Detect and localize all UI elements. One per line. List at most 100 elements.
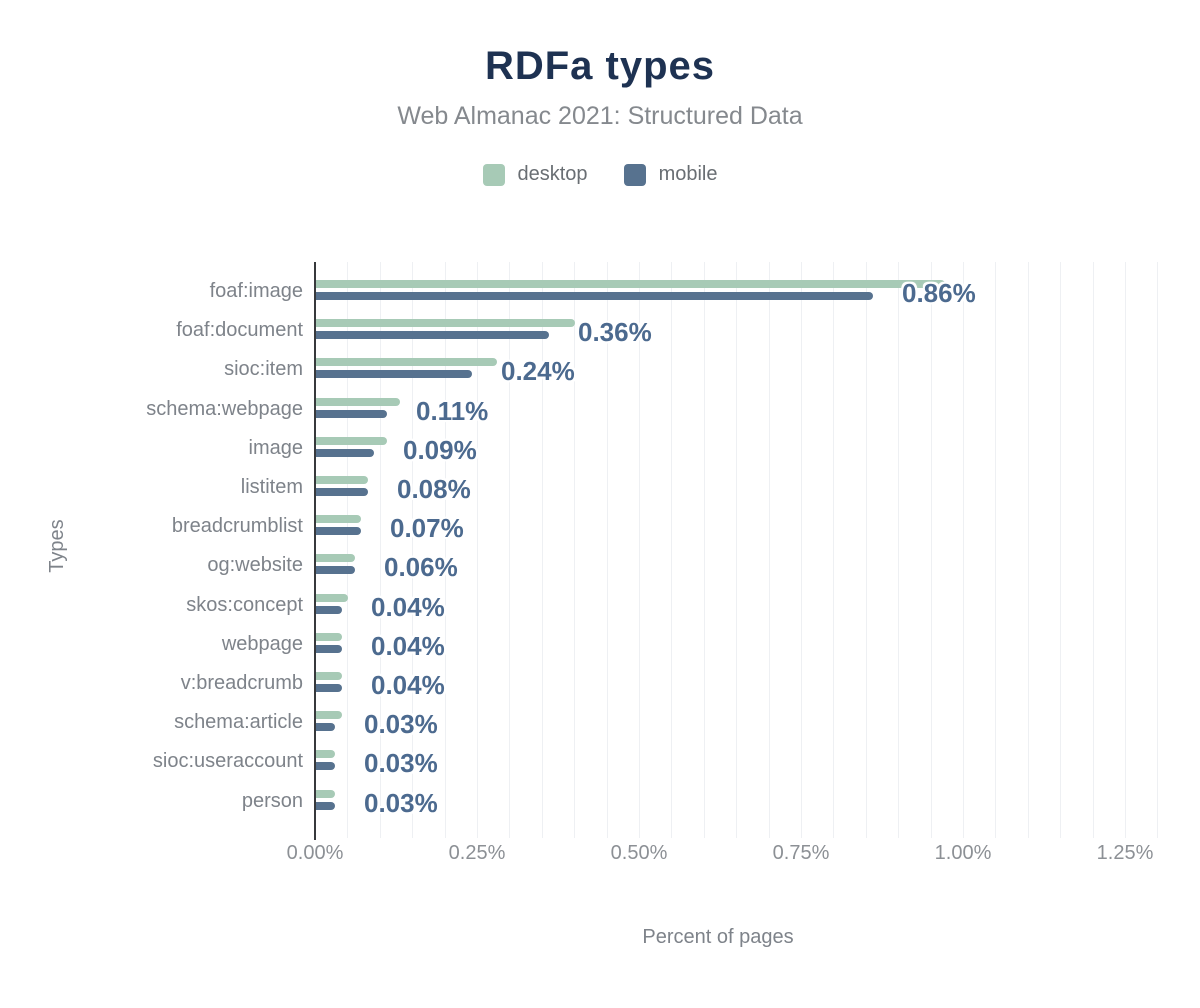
gridline <box>1060 262 1061 838</box>
bar-desktop-skos-concept[interactable] <box>316 593 348 602</box>
gridline <box>833 262 834 838</box>
gridline <box>542 262 543 838</box>
gridline <box>801 262 802 838</box>
value-label-person: 0.03% <box>364 787 438 818</box>
gridline <box>1157 262 1158 838</box>
page-title: RDFa types <box>484 44 716 88</box>
category-label-listitem: listitem <box>240 476 303 498</box>
bar-desktop-sioc-useraccount[interactable] <box>316 750 335 759</box>
desktop-swatch-icon <box>482 163 505 186</box>
gridline <box>607 262 608 838</box>
category-label-sioc-item: sioc:item <box>224 358 303 381</box>
value-label-schema-article: 0.03% <box>364 709 438 740</box>
mobile-swatch-icon <box>623 163 646 186</box>
gridline <box>509 262 510 838</box>
bar-mobile-sioc-item[interactable] <box>316 370 472 379</box>
gridline <box>1093 262 1094 838</box>
bar-desktop-breadcrumblist[interactable] <box>316 515 361 524</box>
value-label-og-website: 0.06% <box>384 552 458 583</box>
bar-desktop-v-breadcrumb[interactable] <box>316 672 342 680</box>
bar-desktop-image[interactable] <box>316 436 387 445</box>
gridline <box>445 262 446 838</box>
category-label-webpage: webpage <box>221 632 303 655</box>
category-label-image: image <box>248 436 303 459</box>
legend: desktop mobile <box>0 163 1200 186</box>
bar-desktop-schema-webpage[interactable] <box>316 397 400 406</box>
x-tick-label-0-00-: 0.00% <box>286 842 344 864</box>
bar-mobile-webpage[interactable] <box>316 644 342 653</box>
bar-desktop-schema-article[interactable] <box>316 711 342 720</box>
legend-item-desktop[interactable]: desktop <box>482 163 588 186</box>
bar-mobile-foaf-image[interactable] <box>316 292 873 300</box>
x-tick-label-0-50-: 0.50% <box>610 842 668 864</box>
category-label-og-website: og:website <box>207 554 303 577</box>
x-tick-label-1-00-: 1.00% <box>934 842 992 864</box>
gridline <box>1125 262 1126 838</box>
page-subtitle: Web Almanac 2021: Structured Data <box>397 102 803 130</box>
gridline <box>347 262 348 838</box>
gridline <box>412 262 413 838</box>
bar-mobile-foaf-document[interactable] <box>316 331 549 340</box>
bar-desktop-foaf-image[interactable] <box>316 280 945 288</box>
bar-mobile-listitem[interactable] <box>316 488 368 496</box>
category-label-sioc-useraccount: sioc:useraccount <box>152 750 303 773</box>
value-label-image: 0.09% <box>403 434 477 465</box>
category-label-v-breadcrumb: v:breadcrumb <box>180 672 303 694</box>
category-label-breadcrumblist: breadcrumblist <box>171 515 303 538</box>
x-axis-title: Percent of pages <box>642 926 794 948</box>
bar-desktop-webpage[interactable] <box>316 632 342 641</box>
bar-desktop-listitem[interactable] <box>316 476 368 484</box>
bar-desktop-person[interactable] <box>316 789 335 798</box>
bar-mobile-image[interactable] <box>316 448 374 457</box>
x-tick-label-0-75-: 0.75% <box>772 842 830 864</box>
bar-mobile-v-breadcrumb[interactable] <box>316 684 342 692</box>
bar-mobile-schema-webpage[interactable] <box>316 409 387 418</box>
bar-desktop-sioc-item[interactable] <box>316 358 497 367</box>
value-label-sioc-item: 0.24% <box>501 356 575 387</box>
legend-label: mobile <box>658 163 718 185</box>
bar-desktop-foaf-document[interactable] <box>316 319 575 328</box>
value-label-foaf-document: 0.36% <box>578 317 652 348</box>
category-label-foaf-image: foaf:image <box>209 280 303 302</box>
legend-item-mobile[interactable]: mobile <box>623 163 718 186</box>
bar-desktop-og-website[interactable] <box>316 554 355 563</box>
bar-mobile-sioc-useraccount[interactable] <box>316 762 335 771</box>
bar-mobile-schema-article[interactable] <box>316 723 335 732</box>
gridline <box>736 262 737 838</box>
value-label-sioc-useraccount: 0.03% <box>364 748 438 779</box>
gridline <box>671 262 672 838</box>
gridline <box>1028 262 1029 838</box>
legend-label: desktop <box>517 163 588 185</box>
y-axis-title: Types <box>46 519 68 573</box>
bar-mobile-person[interactable] <box>316 801 335 810</box>
value-label-foaf-image: 0.86% <box>902 278 976 308</box>
gridline <box>931 262 932 838</box>
gridline <box>704 262 705 838</box>
value-label-listitem: 0.08% <box>397 474 471 504</box>
gridline <box>769 262 770 838</box>
x-tick-label-0-25-: 0.25% <box>448 842 506 864</box>
value-label-breadcrumblist: 0.07% <box>390 513 464 544</box>
gridline <box>963 262 964 838</box>
gridline <box>995 262 996 838</box>
category-label-foaf-document: foaf:document <box>176 319 303 342</box>
value-label-skos-concept: 0.04% <box>371 591 445 622</box>
bar-mobile-breadcrumblist[interactable] <box>316 527 361 536</box>
value-label-v-breadcrumb: 0.04% <box>371 670 445 700</box>
gridline <box>898 262 899 838</box>
y-axis-line <box>314 262 316 840</box>
category-label-skos-concept: skos:concept <box>186 593 303 616</box>
category-label-person: person <box>241 789 303 812</box>
bar-mobile-skos-concept[interactable] <box>316 605 342 614</box>
bar-mobile-og-website[interactable] <box>316 566 355 575</box>
gridline <box>574 262 575 838</box>
gridline <box>639 262 640 838</box>
x-tick-label-1-25-: 1.25% <box>1096 842 1154 864</box>
value-label-webpage: 0.04% <box>371 630 445 661</box>
gridline <box>477 262 478 838</box>
plot-area: 0.86% 0.36% 0.24% 0.11% 0.09% 0.08% 0.07% 0.06%… <box>314 262 1165 840</box>
category-label-schema-article: schema:article <box>174 711 303 734</box>
value-label-schema-webpage: 0.11% <box>416 395 489 426</box>
gridline <box>380 262 381 838</box>
